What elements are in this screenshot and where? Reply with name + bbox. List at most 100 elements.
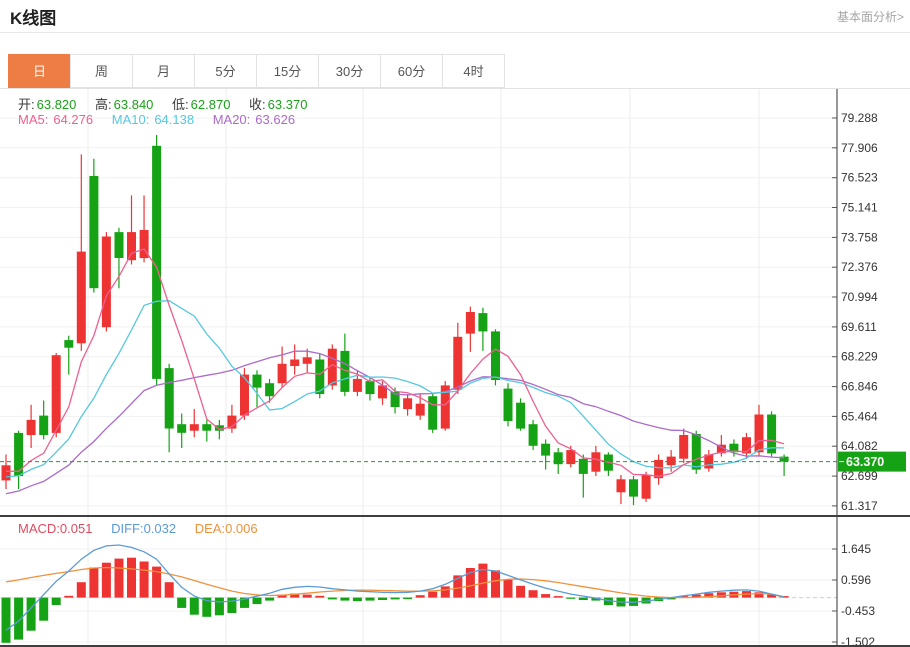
candle-body (729, 443, 739, 453)
main-chart-canvas[interactable]: 79.288 77.906 76.523 75.141 73.758 72.376 70.9… (0, 89, 910, 515)
y-tick-label: 76.523 (841, 171, 878, 185)
tab-5min[interactable]: 5分 (194, 54, 257, 88)
tab-daily[interactable]: 日 (8, 54, 71, 88)
macd-bar (114, 558, 124, 598)
candle-body (114, 232, 124, 258)
diff-line (5, 544, 785, 631)
candle-body (578, 458, 588, 474)
ma20-readout: MA20: 63.626 (212, 112, 296, 127)
candle-body (666, 456, 676, 466)
dea-readout: DEA:0.006 (194, 521, 258, 536)
candle-body (503, 388, 513, 421)
y-tick-label: 69.611 (841, 320, 877, 334)
y-tick-label: 77.906 (841, 141, 878, 155)
macd-bar (214, 597, 224, 616)
candle-body (101, 236, 111, 328)
ohlc-legend: 开: 63.820 高: 63.840 低: 62.870 收: 63.370 (18, 94, 322, 113)
macd-bar (453, 575, 463, 598)
candle-body (403, 398, 413, 410)
main-y-axis: 79.288 77.906 76.523 75.141 73.758 72.376 70.9… (832, 89, 878, 515)
candle-body (26, 419, 36, 435)
candle-body (742, 437, 751, 454)
macd-bar (767, 594, 777, 598)
candle-body (152, 145, 162, 379)
candles (1, 135, 789, 506)
ma5-line (6, 248, 785, 477)
macd-bar (591, 597, 601, 601)
candle-body (654, 459, 664, 479)
y-tick-label: 79.288 (841, 111, 878, 125)
tab-30min[interactable]: 30分 (318, 54, 381, 88)
candle-body (691, 434, 701, 470)
candle-body (39, 415, 49, 435)
y-tick-label: 1.645 (841, 542, 871, 556)
candle-body (265, 383, 275, 397)
close-readout: 收: 63.370 (249, 97, 308, 112)
fundamental-analysis-link[interactable]: 基本面分析> (836, 9, 904, 24)
macd-bar (327, 597, 337, 600)
tab-15min[interactable]: 15分 (256, 54, 319, 88)
panel-separator (0, 515, 910, 517)
candle-body (51, 355, 61, 433)
candle-body (214, 425, 224, 431)
candle-body (641, 475, 651, 499)
macd-bar (428, 591, 438, 598)
macd-bar (64, 595, 74, 598)
macd-bar (478, 563, 488, 598)
candle-body (1, 465, 11, 481)
macd-bar (754, 592, 764, 598)
macd-bar (76, 582, 86, 598)
macd-bar (578, 597, 588, 600)
tab-60min[interactable]: 60分 (380, 54, 443, 88)
macd-bar (14, 597, 24, 640)
macd-chart-canvas[interactable]: 1.645 0.596 -0.453 -1.502 (0, 517, 910, 645)
chart-bottom-border (0, 645, 910, 647)
candle-body (352, 378, 362, 392)
candle-body (189, 424, 199, 431)
candle-body (164, 368, 174, 429)
macd-grid (0, 517, 837, 645)
candle-body (127, 232, 136, 261)
macd-bar (704, 593, 714, 598)
candle-body (767, 414, 777, 454)
candle-body (302, 357, 312, 364)
y-tick-label: 0.596 (841, 573, 871, 587)
y-tick-label: 75.141 (841, 201, 878, 215)
candle-body (340, 350, 350, 392)
y-tick-label: 66.846 (841, 380, 878, 394)
macd-bar (51, 597, 61, 605)
y-tick-label: 61.317 (841, 499, 878, 513)
macd-bar (1, 597, 11, 643)
y-tick-label: 68.229 (841, 350, 878, 364)
candle-body (453, 336, 463, 390)
candle-body (277, 363, 287, 384)
svg-text:63.370: 63.370 (846, 455, 884, 469)
macd-bar (415, 595, 425, 598)
tab-4hour[interactable]: 4时 (442, 54, 505, 88)
candle-body (177, 424, 187, 433)
macd-bar (553, 596, 563, 598)
macd-bar (440, 586, 450, 598)
candle-body (528, 424, 538, 446)
candle-body (716, 444, 726, 454)
candle-body (89, 176, 99, 289)
macd-bar (265, 597, 275, 601)
page-title: K线图 (10, 8, 57, 28)
tab-monthly[interactable]: 月 (132, 54, 195, 88)
header: K线图 基本面分析> (0, 0, 910, 33)
tab-weekly[interactable]: 周 (70, 54, 133, 88)
candle-body (616, 479, 626, 493)
period-tabs: 日 周 月 5分 15分 30分 60分 4时 (0, 54, 910, 89)
y-tick-label: 64.082 (841, 439, 878, 453)
candle-body (679, 435, 689, 459)
macd-bar (139, 561, 149, 598)
candle-body (566, 450, 576, 465)
candle-body (76, 251, 86, 344)
macd-bar (240, 597, 249, 608)
low-readout: 低: 62.870 (172, 97, 231, 112)
macd-legend: MACD:0.051 DIFF:0.032 DEA:0.006 (18, 521, 273, 536)
candle-body (315, 359, 325, 394)
candle-body (240, 374, 249, 416)
candle-body (227, 415, 237, 429)
macd-bar (340, 597, 350, 601)
